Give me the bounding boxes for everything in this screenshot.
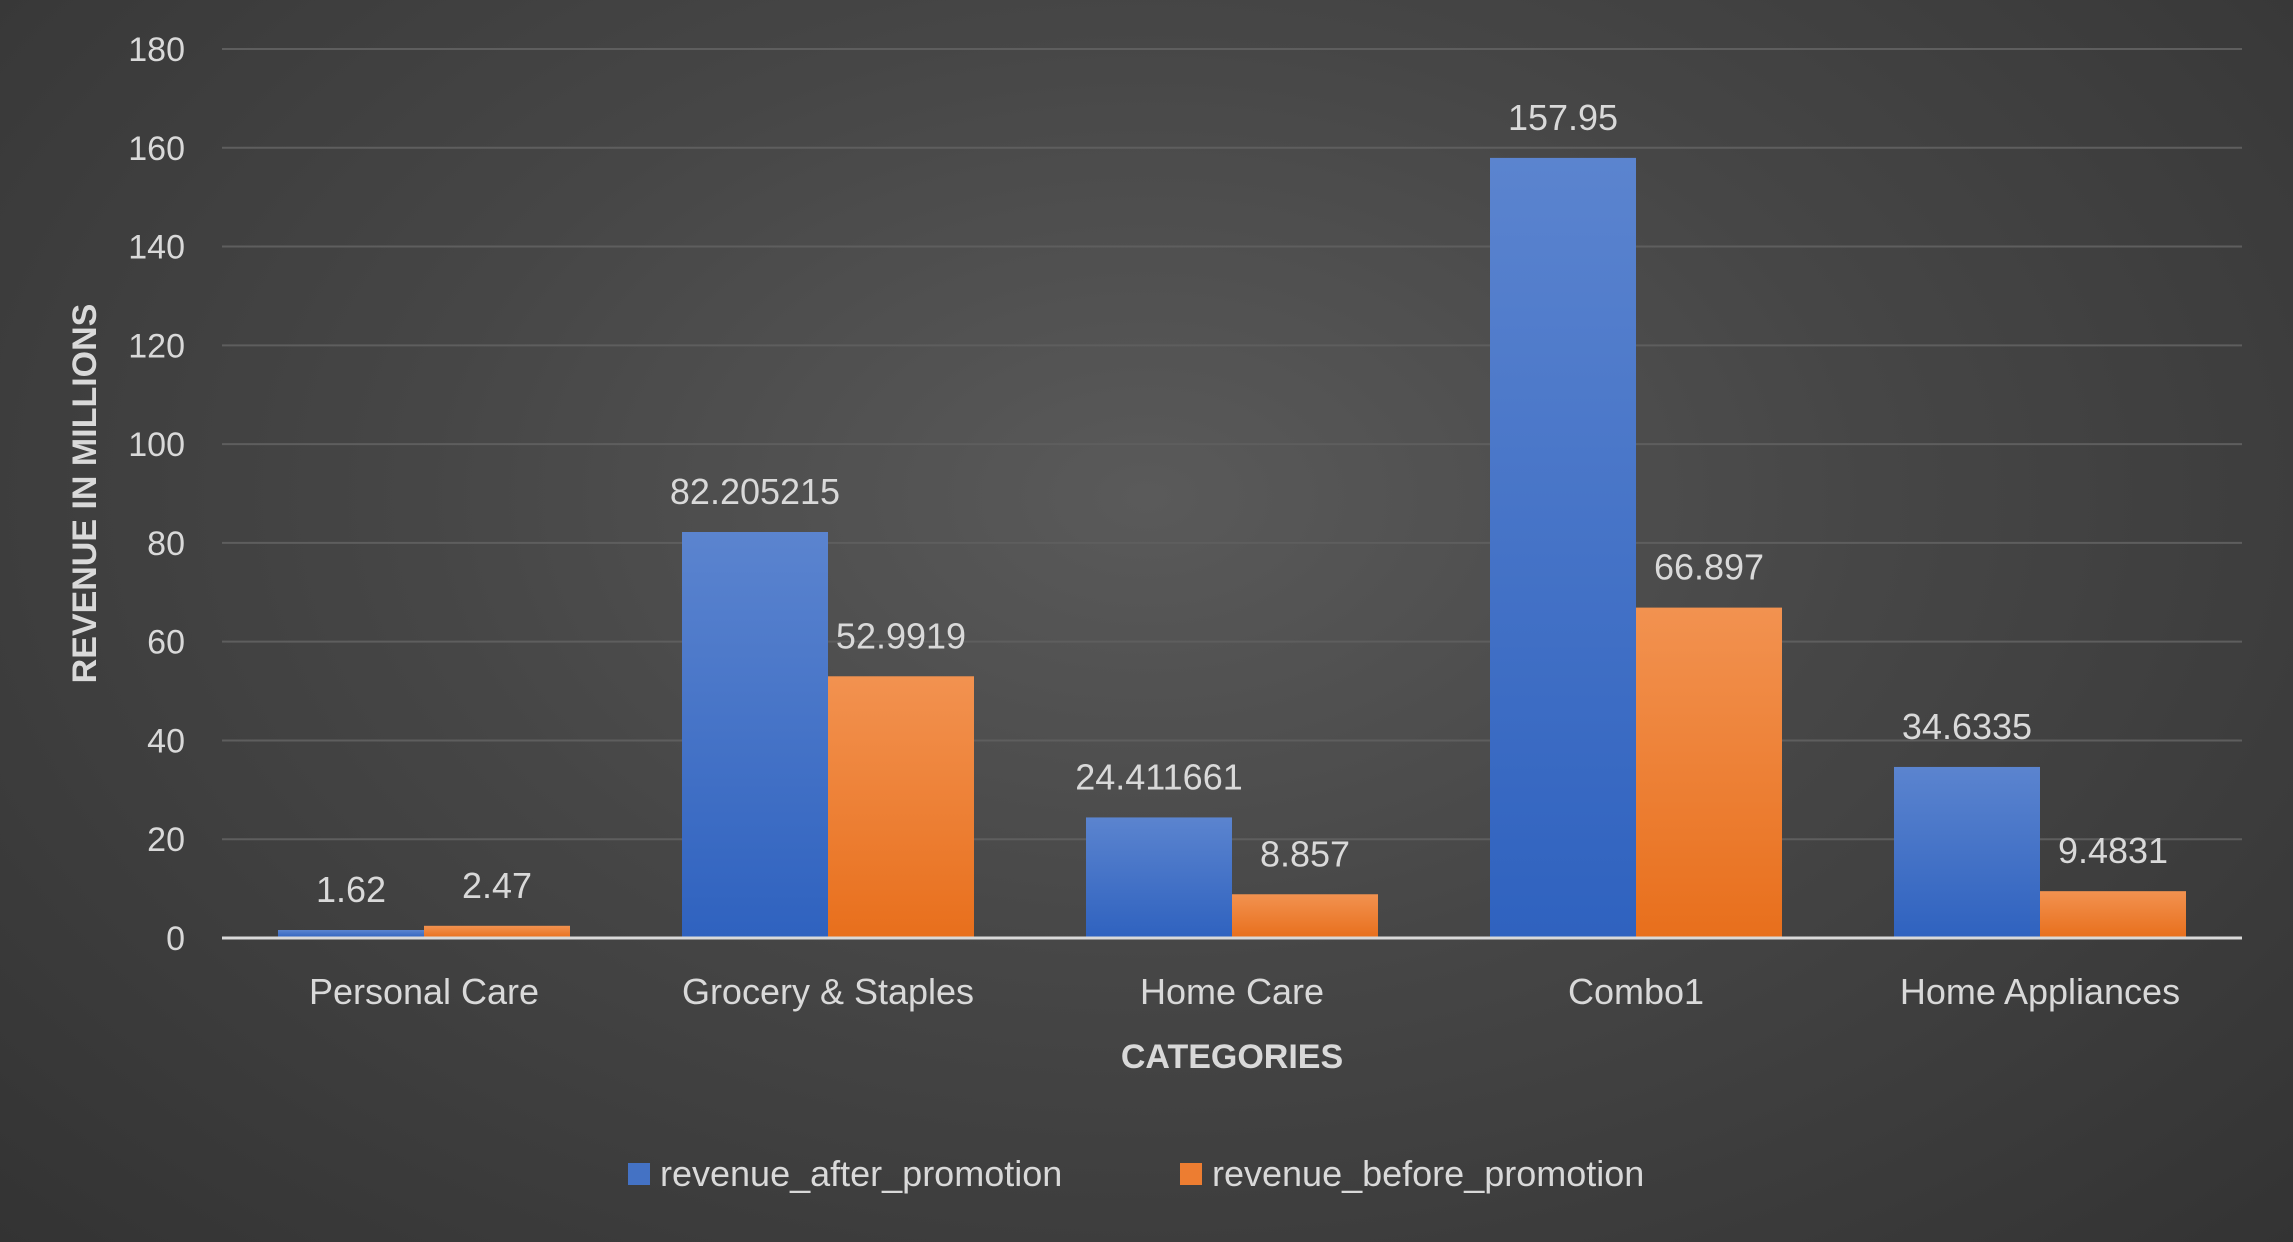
y-tick-label: 100 bbox=[128, 426, 185, 464]
legend-swatch bbox=[628, 1163, 650, 1185]
data-label: 2.47 bbox=[462, 865, 532, 906]
bar-revenue-after-promotion bbox=[682, 531, 828, 938]
bar-revenue-before-promotion bbox=[1232, 894, 1378, 938]
y-tick-label: 160 bbox=[128, 130, 185, 168]
y-axis-tick-labels: 0 20 40 60 80 100 120 140 160 180 bbox=[128, 31, 185, 958]
data-label: 9.4831 bbox=[2058, 830, 2168, 871]
bar-revenue-before-promotion bbox=[2040, 891, 2186, 938]
y-tick-label: 60 bbox=[147, 624, 185, 662]
y-tick-label: 180 bbox=[128, 31, 185, 69]
bar-revenue-before-promotion bbox=[828, 676, 974, 938]
legend-swatch bbox=[1180, 1163, 1202, 1185]
x-category-label: Grocery & Staples bbox=[682, 971, 974, 1012]
y-tick-label: 20 bbox=[147, 821, 185, 859]
data-label: 66.897 bbox=[1654, 547, 1764, 588]
data-label: 157.95 bbox=[1508, 97, 1618, 138]
data-label: 52.9919 bbox=[836, 615, 966, 656]
bar-revenue-after-promotion bbox=[1490, 157, 1636, 939]
data-label: 8.857 bbox=[1260, 833, 1350, 874]
x-axis-title: CATEGORIES bbox=[1121, 1038, 1343, 1076]
legend: revenue_after_promotion revenue_before_pr… bbox=[628, 1153, 1644, 1194]
y-tick-label: 80 bbox=[147, 525, 185, 563]
data-label: 24.411661 bbox=[1075, 756, 1243, 797]
legend-label: revenue_before_promotion bbox=[1212, 1153, 1644, 1194]
bars bbox=[278, 157, 2186, 939]
y-tick-label: 120 bbox=[128, 327, 185, 365]
y-tick-label: 40 bbox=[147, 722, 185, 760]
y-tick-label: 140 bbox=[128, 229, 185, 267]
x-axis-category-labels: Personal Care Grocery & Staples Home Care C… bbox=[309, 971, 2180, 1012]
x-category-label: Personal Care bbox=[309, 971, 539, 1012]
legend-label: revenue_after_promotion bbox=[660, 1153, 1062, 1194]
bar-revenue-before-promotion bbox=[424, 925, 570, 938]
x-category-label: Home Care bbox=[1140, 971, 1324, 1012]
x-category-label: Combo1 bbox=[1568, 971, 1704, 1012]
data-label: 82.205215 bbox=[670, 471, 840, 512]
bar-revenue-after-promotion bbox=[1086, 817, 1232, 938]
data-label: 1.62 bbox=[316, 869, 386, 910]
bar-revenue-before-promotion bbox=[1636, 607, 1782, 938]
y-tick-label: 0 bbox=[166, 920, 185, 958]
data-label: 34.6335 bbox=[1902, 706, 2032, 747]
gridlines bbox=[222, 48, 2242, 841]
x-category-label: Home Appliances bbox=[1900, 971, 2180, 1012]
data-labels: 1.62 2.47 82.205215 52.9919 24.411661 8.857 15… bbox=[316, 97, 2168, 910]
bar-revenue-after-promotion bbox=[278, 929, 424, 938]
bar-revenue-after-promotion bbox=[1894, 766, 2040, 938]
y-axis-title: REVENUE IN MILLIONS bbox=[66, 304, 104, 684]
